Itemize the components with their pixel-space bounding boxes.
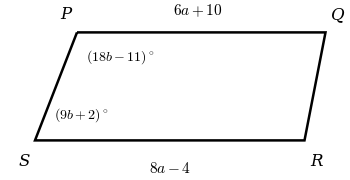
- Text: Q: Q: [331, 6, 344, 23]
- Text: S: S: [19, 153, 30, 170]
- Text: $(18b-11)^\circ$: $(18b-11)^\circ$: [86, 48, 154, 66]
- Text: P: P: [61, 6, 72, 23]
- Text: $(9b+2)^\circ$: $(9b+2)^\circ$: [54, 106, 109, 124]
- Text: $6a +10$: $6a +10$: [173, 2, 223, 19]
- Text: $8a - 4$: $8a - 4$: [149, 161, 191, 176]
- Text: R: R: [310, 153, 322, 170]
